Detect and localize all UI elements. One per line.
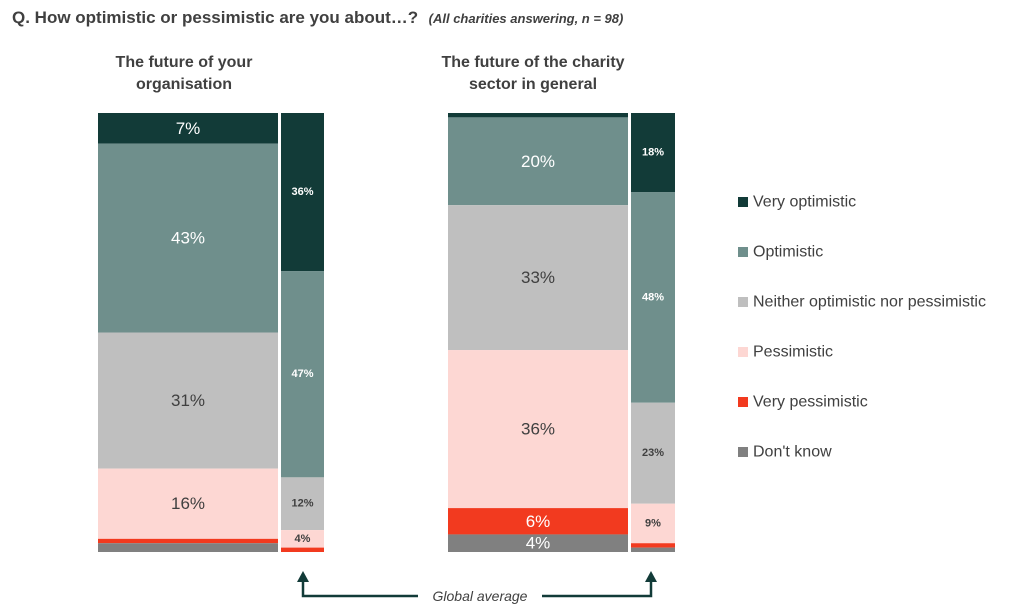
global-bar-segment bbox=[631, 503, 675, 544]
global-bar-segment bbox=[631, 113, 675, 193]
global-bar-segment bbox=[631, 192, 675, 403]
legend-swatch bbox=[738, 397, 748, 407]
group-title: organisation bbox=[136, 76, 232, 93]
legend-item: Don't know bbox=[738, 444, 832, 461]
global-bar-segment bbox=[281, 547, 324, 552]
main-bar-segment bbox=[98, 113, 278, 144]
main-data-label: 4% bbox=[526, 534, 551, 553]
group-title: sector in general bbox=[469, 76, 597, 93]
legend: Very optimistic Optimistic Neither optimis… bbox=[738, 194, 986, 461]
global-bar-segment bbox=[281, 477, 324, 531]
main-bar-segment bbox=[448, 205, 628, 351]
global-data-label: 4% bbox=[295, 533, 311, 545]
global-bar-segment bbox=[631, 543, 675, 548]
global-bar-segment bbox=[631, 402, 675, 504]
legend-item: Very pessimistic bbox=[738, 394, 868, 411]
main-bar-segment bbox=[98, 143, 278, 333]
legend-item: Pessimistic bbox=[738, 344, 833, 361]
global-bar-segment bbox=[281, 530, 324, 548]
legend-label: Neither optimistic nor pessimistic bbox=[753, 294, 986, 311]
main-bar-segment bbox=[448, 534, 628, 552]
legend-item: Optimistic bbox=[738, 244, 823, 261]
group-title: The future of the charity bbox=[441, 54, 624, 71]
legend-swatch bbox=[738, 247, 748, 257]
main-data-label: 36% bbox=[521, 420, 555, 439]
main-bar-segment bbox=[98, 468, 278, 539]
main-bar-segment bbox=[448, 350, 628, 509]
main-bar-segment bbox=[448, 508, 628, 535]
bar-groups: The future of your organisation 7% 43% 31% 16… bbox=[98, 54, 675, 553]
main-data-label: 31% bbox=[171, 391, 205, 410]
global-bar-segment bbox=[631, 547, 675, 552]
legend-swatch bbox=[738, 447, 748, 457]
arrow-line-left bbox=[301, 577, 418, 598]
main-bar-segment bbox=[98, 332, 278, 469]
main-data-label: 43% bbox=[171, 229, 205, 248]
bar-group: The future of the charity sector in gener… bbox=[441, 54, 675, 553]
global-bar-segment bbox=[281, 271, 324, 478]
arrow-head-left bbox=[297, 571, 309, 582]
main-data-label: 7% bbox=[176, 119, 201, 138]
main-data-label: 6% bbox=[526, 512, 551, 531]
arrow-head-right bbox=[645, 571, 657, 582]
global-data-label: 9% bbox=[645, 517, 661, 529]
legend-label: Don't know bbox=[753, 444, 832, 461]
question-text: Q. How optimistic or pessimistic are you… bbox=[12, 8, 418, 27]
sample-subtitle: (All charities answering, n = 98) bbox=[429, 11, 624, 26]
global-average-note: Global average bbox=[433, 588, 528, 604]
arrow-line-right bbox=[542, 577, 653, 598]
main-data-label: 16% bbox=[171, 494, 205, 513]
bar-group: The future of your organisation 7% 43% 31% 16… bbox=[98, 54, 324, 552]
legend-swatch bbox=[738, 297, 748, 307]
legend-swatch bbox=[738, 197, 748, 207]
legend-label: Pessimistic bbox=[753, 344, 833, 361]
global-bar-segment bbox=[281, 113, 324, 272]
main-bar-segment bbox=[448, 117, 628, 206]
global-data-label: 18% bbox=[642, 147, 664, 159]
main-bar-segment bbox=[98, 543, 278, 552]
global-data-label: 48% bbox=[642, 291, 664, 303]
legend-label: Very pessimistic bbox=[753, 394, 868, 411]
main-data-label: 33% bbox=[521, 268, 555, 287]
main-data-label: 20% bbox=[521, 152, 555, 171]
group-title: The future of your bbox=[116, 54, 253, 71]
global-data-label: 23% bbox=[642, 447, 664, 459]
legend-swatch bbox=[738, 347, 748, 357]
global-data-label: 12% bbox=[291, 498, 313, 510]
global-data-label: 36% bbox=[291, 186, 313, 198]
main-bar-segment bbox=[98, 538, 278, 544]
global-data-label: 47% bbox=[291, 368, 313, 380]
legend-item: Neither optimistic nor pessimistic bbox=[738, 294, 986, 311]
legend-label: Very optimistic bbox=[753, 194, 856, 211]
chart-title: Q. How optimistic or pessimistic are you… bbox=[12, 8, 623, 27]
main-bar-segment bbox=[448, 113, 628, 118]
legend-label: Optimistic bbox=[753, 244, 823, 261]
legend-item: Very optimistic bbox=[738, 194, 856, 211]
global-average-connector: Global average bbox=[297, 571, 657, 604]
